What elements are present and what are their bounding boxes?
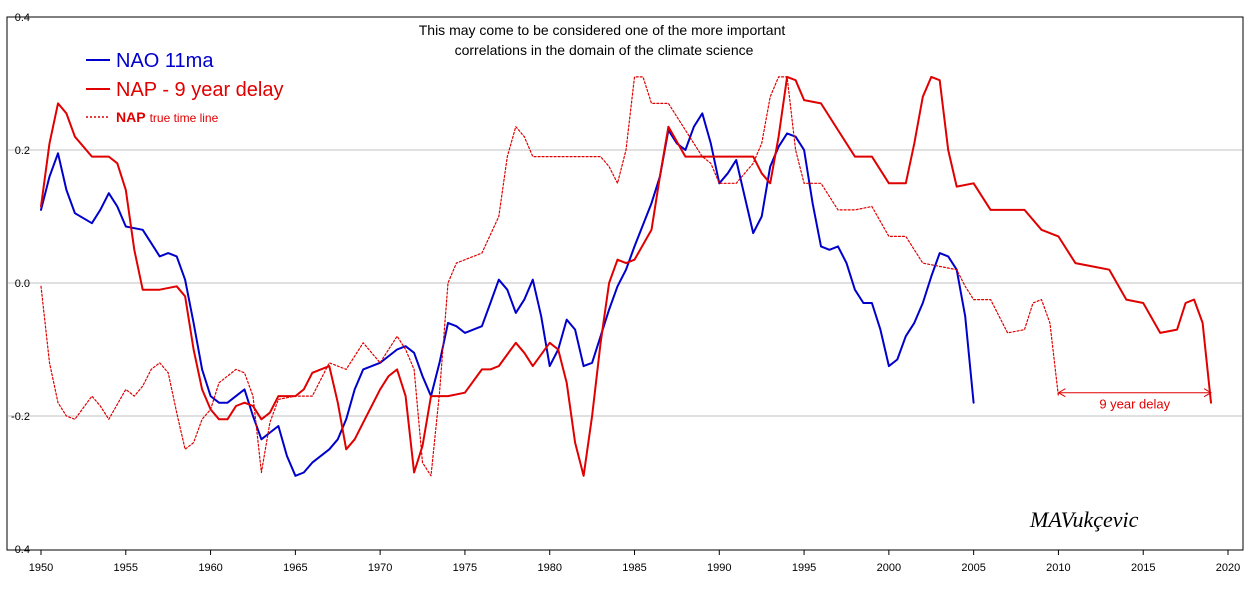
delay-label: 9 year delay: [1099, 397, 1170, 412]
x-tick-label: 2020: [1216, 562, 1240, 574]
x-tick-label: 1955: [114, 562, 138, 574]
legend: NAO 11ma NAP - 9 year delay NAP true time…: [86, 50, 284, 125]
x-tick-label: 1975: [453, 562, 477, 574]
legend-label-nap-true-bold: NAP: [116, 109, 146, 125]
x-tick-label: 2010: [1046, 562, 1070, 574]
annotation: This may come to be considered one of th…: [419, 22, 786, 58]
series-lines: [40, 75, 1212, 477]
x-tick-label: 1995: [792, 562, 816, 574]
x-tick-label: 2005: [961, 562, 985, 574]
legend-label-nap-delay: NAP - 9 year delay: [116, 79, 284, 101]
annotation-line-1: This may come to be considered one of th…: [419, 22, 786, 38]
legend-label-nap-true-small: true time line: [150, 111, 219, 125]
delay-annotation: 9 year delay: [1057, 388, 1213, 412]
x-tick-label: 1980: [537, 562, 561, 574]
x-tick-label: 1990: [707, 562, 731, 574]
series-line-0: [40, 112, 975, 477]
x-tick-label: 1960: [198, 562, 222, 574]
y-tick-label: -0.4: [11, 544, 30, 556]
legend-label-nao: NAO 11ma: [116, 50, 214, 72]
x-tick-label: 2000: [877, 562, 901, 574]
delay-arrow-left: [1057, 388, 1066, 398]
x-tick-label: 1965: [283, 562, 307, 574]
x-tick-label: 2015: [1131, 562, 1155, 574]
legend-label-nap-true: NAP true time line: [116, 109, 219, 125]
y-tick-label: 0.0: [15, 278, 30, 290]
y-tick-label: 0.2: [15, 145, 30, 157]
y-tick-label: -0.2: [11, 411, 30, 423]
y-axis-ticks: 0.4 0.2 0.0 -0.2 -0.4: [11, 12, 30, 556]
series-line-2: [40, 76, 1059, 477]
y-tick-label: 0.4: [15, 12, 30, 24]
annotation-line-2: correlations in the domain of the climat…: [455, 42, 754, 58]
gridlines: [8, 149, 1242, 417]
x-tick-label: 1985: [622, 562, 646, 574]
x-tick-label: 1970: [368, 562, 392, 574]
series-line-1: [40, 75, 1212, 477]
signature: MAVukçevic: [1029, 507, 1139, 532]
x-tick-label: 1950: [29, 562, 53, 574]
x-axis-ticks: 1950 1955 1960 1965 1970 1975 1980 1985 1990 1995…: [29, 550, 1240, 574]
delay-arrow-right: [1203, 388, 1213, 398]
